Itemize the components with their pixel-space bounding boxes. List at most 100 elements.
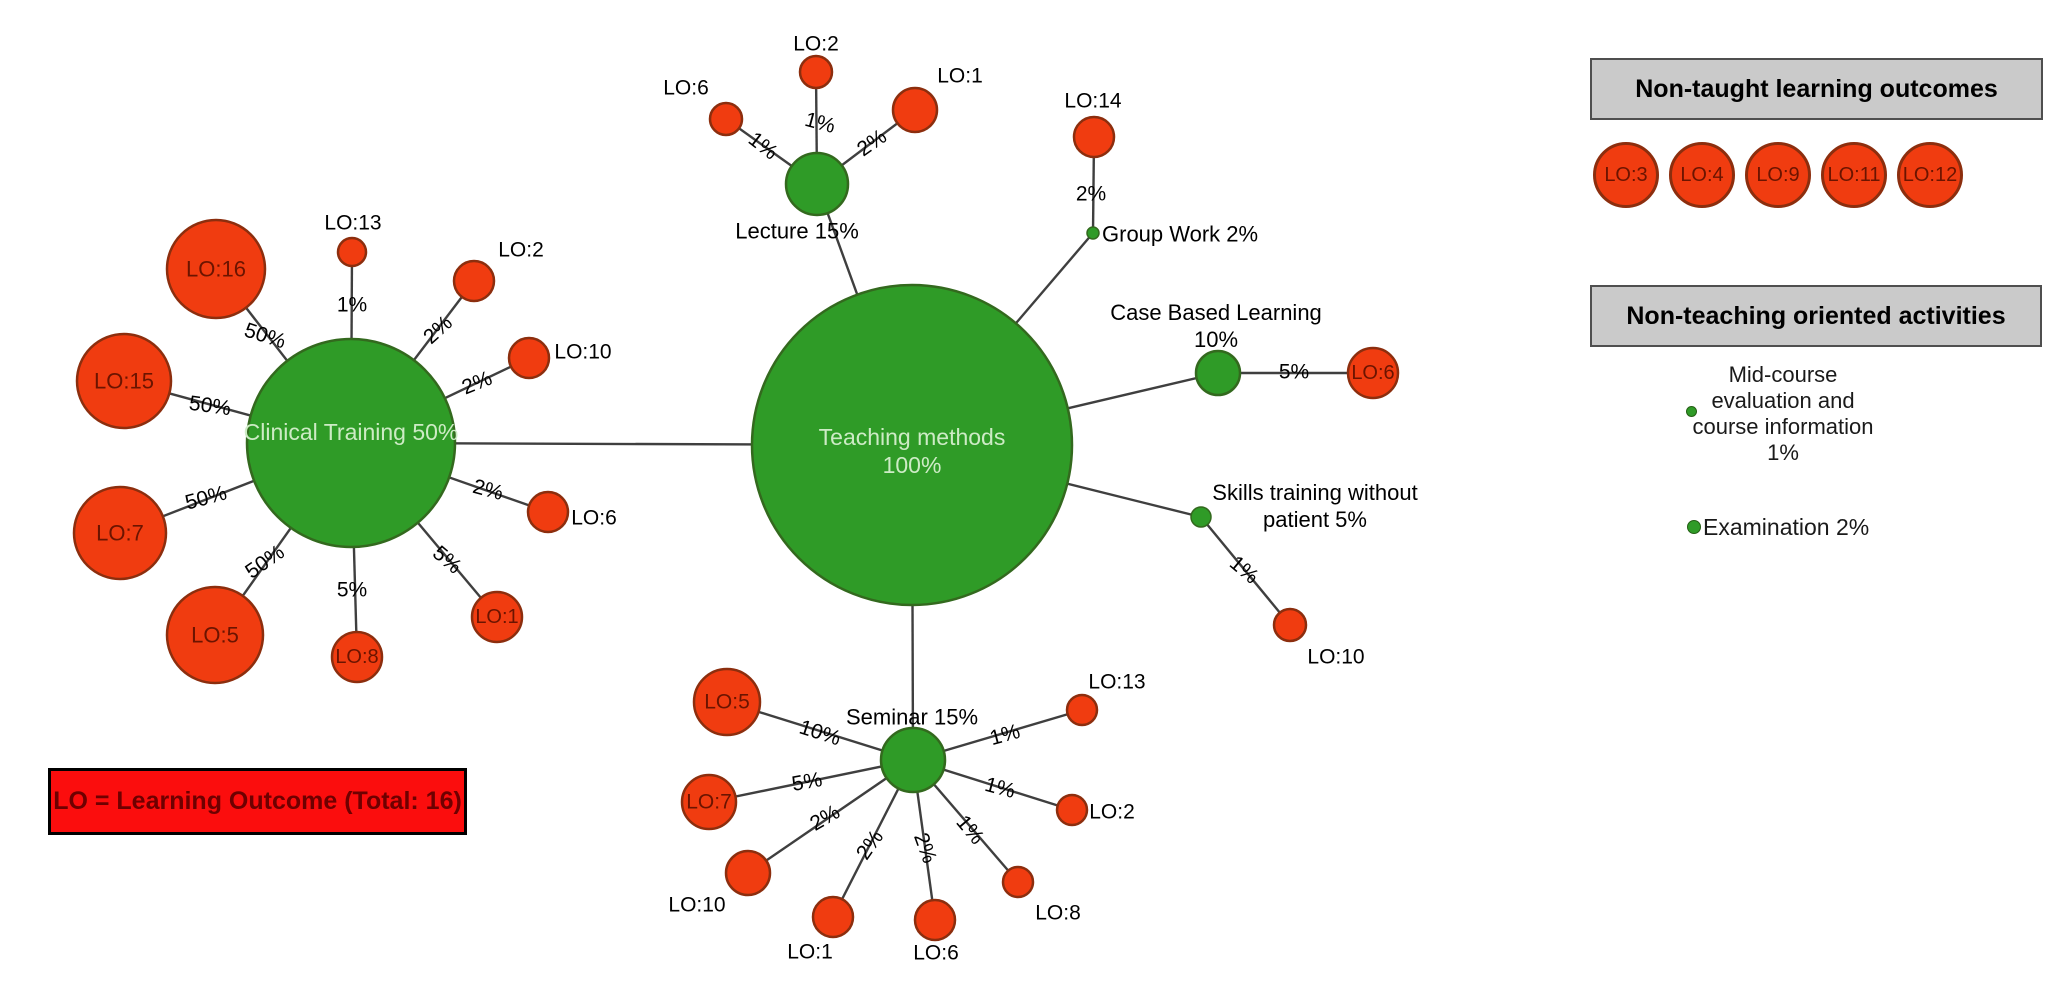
node-groupwork bbox=[1086, 226, 1100, 240]
lo-chip-4: LO:4 bbox=[1669, 142, 1735, 208]
node-label-l6: LO:6 bbox=[663, 77, 709, 100]
node-c5 bbox=[165, 585, 265, 685]
node-label-l1: LO:1 bbox=[937, 65, 983, 88]
edge-label-clinical-c16: 50% bbox=[241, 319, 288, 354]
node-label-cbl: 10% bbox=[1194, 327, 1238, 352]
node-se13 bbox=[1065, 693, 1099, 727]
edge-label-skills-s10: 1% bbox=[1225, 551, 1263, 588]
examination-dot-icon bbox=[1687, 520, 1701, 534]
node-label-c13: LO:13 bbox=[324, 212, 381, 235]
node-label-teaching: 100% bbox=[883, 452, 942, 478]
edge-label-seminar-se6: 2% bbox=[909, 830, 941, 866]
lo-abbreviation-callout: LO = Learning Outcome (Total: 16) bbox=[48, 768, 467, 835]
node-label-seminar: Seminar 15% bbox=[846, 705, 978, 730]
node-label-clinical: Clinical Training 50% bbox=[244, 419, 459, 445]
edge-label-seminar-se13: 1% bbox=[987, 720, 1022, 750]
node-label-se8: LO:8 bbox=[1035, 902, 1081, 925]
node-c1 bbox=[470, 590, 524, 644]
edge-label-lecture-l6: 1% bbox=[744, 128, 782, 165]
edge-label-clinical-c2: 2% bbox=[419, 311, 457, 348]
edge-label-lecture-l1: 2% bbox=[853, 125, 891, 161]
edge-label-clinical-c15: 50% bbox=[188, 392, 233, 421]
edge-seminar-se10 bbox=[747, 759, 914, 874]
non-taught-panel-title: Non-taught learning outcomes bbox=[1590, 58, 2043, 120]
non-taught-title-text: Non-taught learning outcomes bbox=[1635, 74, 1998, 103]
node-label-c8: LO:8 bbox=[335, 646, 378, 668]
node-label-l2: LO:2 bbox=[793, 33, 839, 56]
edge-label-clinical-c5: 50% bbox=[241, 541, 289, 584]
node-label-c16: LO:16 bbox=[186, 257, 246, 282]
node-label-c5: LO:5 bbox=[191, 623, 239, 648]
lo-chip-11: LO:11 bbox=[1821, 142, 1887, 208]
non-teaching-panel-title: Non-teaching oriented activities bbox=[1590, 285, 2042, 347]
lo-chip-9: LO:9 bbox=[1745, 142, 1811, 208]
node-se10 bbox=[724, 849, 772, 897]
edge-label-clinical-c8: 5% bbox=[337, 579, 367, 602]
node-label-se7: LO:7 bbox=[686, 791, 732, 814]
node-label-se2: LO:2 bbox=[1089, 801, 1135, 824]
node-l6 bbox=[708, 101, 744, 137]
mid-course-label: Mid-course evaluation and course informa… bbox=[1692, 362, 1874, 465]
node-c16 bbox=[165, 218, 267, 320]
edge-label-groupwork-g14: 2% bbox=[1076, 183, 1106, 206]
node-lecture bbox=[784, 151, 850, 217]
examination-label: Examination 2% bbox=[1703, 514, 1870, 540]
node-label-se13: LO:13 bbox=[1088, 671, 1145, 694]
node-label-se5: LO:5 bbox=[704, 691, 750, 714]
node-label-se6: LO:6 bbox=[913, 942, 959, 965]
node-label-skills: Skills training without bbox=[1212, 480, 1417, 505]
node-label-cb6: LO:6 bbox=[1351, 362, 1394, 384]
node-c6 bbox=[526, 490, 570, 534]
node-label-c10: LO:10 bbox=[554, 341, 611, 364]
node-label-c1: LO:1 bbox=[475, 606, 518, 628]
node-seminar bbox=[879, 726, 947, 794]
edge-label-seminar-se1: 2% bbox=[852, 826, 888, 864]
node-label-groupwork: Group Work 2% bbox=[1102, 222, 1258, 247]
node-label-c6: LO:6 bbox=[571, 507, 617, 530]
edge-label-clinical-c6: 2% bbox=[470, 475, 505, 505]
node-cbl bbox=[1194, 349, 1242, 397]
node-l1 bbox=[891, 86, 939, 134]
node-label-se1: LO:1 bbox=[787, 941, 833, 964]
node-se6 bbox=[913, 898, 957, 942]
edge-label-clinical-c13: 1% bbox=[337, 294, 367, 317]
node-se2 bbox=[1055, 793, 1089, 827]
node-label-s10: LO:10 bbox=[1307, 646, 1364, 669]
node-label-c2: LO:2 bbox=[498, 239, 544, 262]
node-teaching bbox=[750, 283, 1074, 607]
node-c2 bbox=[452, 259, 496, 303]
node-label-cbl: Case Based Learning bbox=[1110, 300, 1322, 325]
node-s10 bbox=[1272, 607, 1308, 643]
lo-chip-12: LO:12 bbox=[1897, 142, 1963, 208]
node-l2 bbox=[798, 54, 834, 90]
edge-label-seminar-se8: 1% bbox=[951, 811, 988, 849]
node-c10 bbox=[507, 336, 551, 380]
node-se8 bbox=[1001, 865, 1035, 899]
edge-label-seminar-se2: 1% bbox=[982, 773, 1017, 803]
node-se7 bbox=[680, 773, 738, 831]
edge-skills-s10 bbox=[1200, 516, 1291, 626]
edge-label-cbl-cb6: 5% bbox=[1279, 361, 1309, 384]
non-teaching-title-text: Non-teaching oriented activities bbox=[1626, 301, 2006, 330]
node-label-g14: LO:14 bbox=[1064, 90, 1122, 113]
node-cb6 bbox=[1346, 346, 1400, 400]
node-skills bbox=[1190, 506, 1212, 528]
node-label-teaching: Teaching methods bbox=[819, 424, 1006, 450]
mid-course-dot-icon bbox=[1686, 406, 1697, 417]
edge-label-seminar-se7: 5% bbox=[790, 768, 824, 796]
node-label-lecture: Lecture 15% bbox=[735, 219, 859, 244]
node-se5 bbox=[692, 667, 762, 737]
non-taught-lo-row: LO:3 LO:4 LO:9 LO:11 LO:12 bbox=[1593, 142, 1963, 208]
node-c13 bbox=[336, 236, 368, 268]
node-clinical bbox=[245, 337, 457, 549]
edge-label-clinical-c10: 2% bbox=[459, 367, 496, 400]
edge-label-lecture-l2: 1% bbox=[802, 108, 837, 138]
node-label-se10: LO:10 bbox=[668, 894, 725, 917]
node-c15 bbox=[75, 332, 173, 430]
node-c7 bbox=[72, 485, 168, 581]
edge-seminar-se7 bbox=[708, 758, 914, 804]
node-label-c7: LO:7 bbox=[96, 521, 144, 546]
node-g14 bbox=[1072, 115, 1116, 159]
